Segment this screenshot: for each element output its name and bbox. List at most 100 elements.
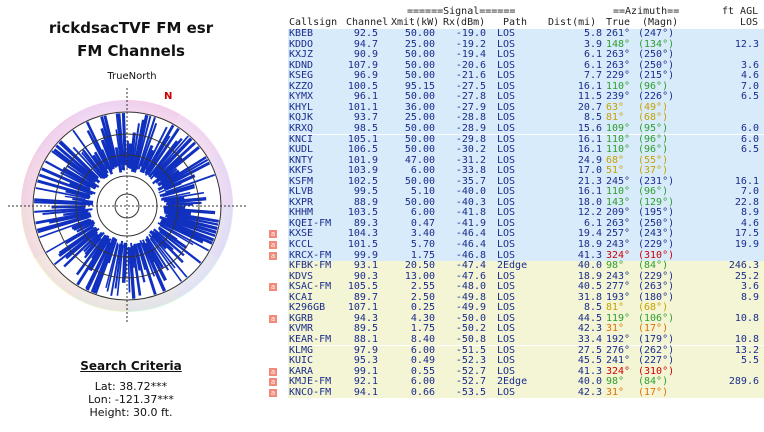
cell-az-magn: (55°) xyxy=(638,154,669,166)
longitude-text: Lon: -121.37*** xyxy=(88,393,174,406)
alert-badge[interactable]: a xyxy=(269,251,277,260)
cell-az-true: 209° xyxy=(606,207,631,219)
cell-xmit: 4.30 xyxy=(410,312,435,324)
table-row[interactable]: KBEB 92.5 50.00 -19.0 LOS 5.8 261° (247°) xyxy=(288,28,764,40)
table-row[interactable]: KCCL 101.5 5.70 -46.4 LOS 18.9 243° (229°) 19.9 xyxy=(288,239,764,251)
cell-callsign: KNCO-FM xyxy=(289,386,332,398)
cell-channel: 103.9 xyxy=(347,165,378,177)
table-row[interactable]: KQEI-FM 89.3 0.47 -41.9 LOS 6.1 263° (250°) 4.6 xyxy=(288,217,764,230)
alert-badge[interactable]: a xyxy=(269,230,277,239)
cell-dist: 41.3 xyxy=(577,249,602,261)
signal-bar xyxy=(148,140,178,178)
cell-rx: -19.4 xyxy=(455,49,486,61)
table-row[interactable]: KXSE 104.3 3.40 -46.4 LOS 19.4 257° (243°) 17.5 xyxy=(288,229,764,240)
cell-dist: 40.0 xyxy=(577,260,602,272)
table-row[interactable]: KSEG 96.9 50.00 -21.6 LOS 7.7 229° (215°) 4.6 xyxy=(288,71,764,82)
cell-callsign: KFBK-FM xyxy=(289,260,332,272)
cell-path: LOS xyxy=(497,186,516,198)
signal-bar xyxy=(63,233,99,268)
table-row[interactable]: KXJZ 90.9 50.00 -19.4 LOS 6.1 263° (250°) xyxy=(288,50,764,61)
table-row[interactable]: KRCX-FM 99.9 1.75 -46.8 LOS 41.3 324° (310°) xyxy=(288,249,764,262)
table-row[interactable]: KUIC 95.3 0.49 -52.3 LOS 45.5 241° (227°) 5.5 xyxy=(288,356,764,367)
signal-bar xyxy=(93,151,109,174)
alert-badge[interactable]: a xyxy=(269,283,277,292)
cell-az-magn: (96°) xyxy=(638,80,669,92)
alert-badge[interactable]: a xyxy=(269,378,277,387)
cell-path: LOS xyxy=(497,91,516,103)
table-row[interactable]: KHHM 103.5 6.00 -41.8 LOS 12.2 209° (195°) 8.9 xyxy=(288,208,764,219)
ft-agl-label: ft AGL xyxy=(722,6,759,17)
table-row[interactable]: KHYL 101.1 36.00 -27.9 LOS 20.7 63° (49°) xyxy=(288,102,764,114)
alert-badge[interactable]: a xyxy=(269,367,277,376)
cell-dist: 6.1 xyxy=(583,59,602,71)
cell-xmit: 50.00 xyxy=(404,49,435,61)
table-row[interactable]: KNTY 101.9 47.00 -31.2 LOS 24.9 68° (55°) xyxy=(288,154,764,167)
left-panel: rickdsacTVF FM esr FM Channels TrueNorth… xyxy=(0,0,262,432)
table-row[interactable]: KLVB 99.5 5.10 -40.0 LOS 16.1 110° (96°) 7.0 xyxy=(288,187,764,198)
table-row[interactable]: KNCO-FM 94.1 0.66 -53.5 LOS 42.3 31° (17°) xyxy=(288,386,764,399)
table-row[interactable]: KQJK 93.7 25.00 -28.8 LOS 8.5 81° (68°) xyxy=(288,113,764,124)
table-row[interactable]: KGRB 94.3 4.30 -50.0 LOS 44.5 119° (106°) 10.8 xyxy=(288,312,764,325)
table-row[interactable]: KSAC-FM 105.5 2.55 -48.0 LOS 40.5 277° (263°) 3.… xyxy=(288,282,764,293)
cell-channel: 104.3 xyxy=(347,228,378,240)
alert-badge[interactable]: a xyxy=(269,241,277,249)
cell-dist: 40.0 xyxy=(577,376,602,388)
table-row[interactable]: KKFS 103.9 6.00 -33.8 LOS 17.0 51° (37°) xyxy=(288,166,764,177)
cell-rx: -31.2 xyxy=(455,154,486,166)
cell-callsign: KCCL xyxy=(289,239,314,250)
cell-callsign: KKFS xyxy=(289,165,314,177)
table-row[interactable]: KARA 99.1 0.55 -52.7 LOS 41.3 324° (310°) xyxy=(288,366,764,378)
table-row[interactable]: KCAI 89.7 2.50 -49.8 LOS 31.8 193° (180°) 8.9 xyxy=(288,291,764,304)
table-row[interactable]: KSFM 102.5 50.00 -35.7 LOS 21.3 245° (231°) 16.1 xyxy=(288,175,764,188)
cell-az-magn: (84°) xyxy=(638,376,669,388)
signal-bar xyxy=(127,246,131,293)
signal-bar xyxy=(103,115,119,167)
table-row[interactable]: K296GB 107.1 0.25 -49.9 LOS 8.5 81° (68°) xyxy=(288,303,764,314)
signal-bar xyxy=(162,186,195,198)
alert-badge[interactable]: a xyxy=(269,388,277,397)
cell-channel: 101.9 xyxy=(347,154,378,166)
page-title: rickdsacTVF FM esr xyxy=(48,19,214,37)
table-row[interactable]: KXPR 88.9 50.00 -40.3 LOS 18.0 143° (129°) 22.8 xyxy=(288,197,764,209)
signal-bar xyxy=(35,212,88,225)
signal-bar xyxy=(157,161,211,191)
cell-los: 7.0 xyxy=(740,80,759,92)
cell-az-true: 68° xyxy=(606,154,625,166)
table-row[interactable]: KMJE-FM 92.1 6.00 -52.7 2Edge 40.0 98° (84°) 289… xyxy=(288,377,764,388)
cell-los: 3.6 xyxy=(740,281,759,293)
table-row[interactable]: KDVS 90.3 13.00 -47.6 LOS 18.9 243° (229°) 25.2 xyxy=(288,271,764,283)
signal-bar xyxy=(34,198,94,206)
cell-xmit: 6.00 xyxy=(410,344,435,356)
table-row[interactable]: KDND 107.9 50.00 -20.6 LOS 6.1 263° (250°) 3.6 xyxy=(288,59,764,72)
cell-dist: 42.3 xyxy=(577,323,602,335)
signal-bar xyxy=(163,205,186,209)
signal-bar xyxy=(144,242,168,282)
cell-xmit: 0.47 xyxy=(410,217,435,229)
table-row[interactable]: KNCI 105.1 50.00 -29.8 LOS 16.1 110° (96°) 6.0 xyxy=(288,134,764,145)
cell-path: LOS xyxy=(497,323,516,335)
cell-az-true: 148° xyxy=(606,38,631,50)
table-row[interactable]: KEAR-FM 88.1 8.40 -50.8 LOS 33.4 192° (179°) 10.… xyxy=(288,334,764,346)
table-row[interactable]: KLMG 97.9 6.00 -51.5 LOS 27.5 276° (262°) 13.2 xyxy=(288,344,764,356)
signal-bar xyxy=(144,124,175,175)
table-row[interactable]: KUDL 106.5 50.00 -30.2 LOS 16.1 110° (96°) 6.5 xyxy=(288,145,764,156)
alert-badge[interactable]: a xyxy=(269,314,277,323)
table-row[interactable]: KVMR 89.5 1.75 -50.2 LOS 42.3 31° (17°) xyxy=(288,324,764,335)
cell-dist: 45.5 xyxy=(577,355,602,367)
signal-bar xyxy=(153,228,185,257)
table-row[interactable]: KDDO 94.7 25.00 -19.2 LOS 3.9 148° (134°) 12.3 xyxy=(288,38,764,51)
signal-bar xyxy=(86,129,109,170)
table-row[interactable]: KRXQ 98.5 50.00 -28.9 LOS 15.6 109° (95°) 6.0 xyxy=(288,123,764,135)
table-row[interactable]: KFBK-FM 93.1 20.50 -47.4 2Edge 40.0 98° (84°) 24… xyxy=(288,261,764,272)
cell-az-magn: (180°) xyxy=(638,291,675,303)
signal-bar xyxy=(159,183,195,198)
cell-az-true: 243° xyxy=(606,239,631,250)
signal-bar xyxy=(60,140,99,179)
cell-path: LOS xyxy=(497,217,516,229)
table-row[interactable]: KZZO 100.5 95.15 -27.5 LOS 16.1 110° (96°) 7.0 xyxy=(288,80,764,93)
table-row[interactable]: KYMX 96.1 50.00 -27.8 LOS 11.5 239° (226°) 6.5 xyxy=(288,92,764,103)
signal-bar xyxy=(121,113,127,166)
signal-bar xyxy=(71,219,93,230)
cell-az-true: 245° xyxy=(606,175,631,187)
cell-path: LOS xyxy=(497,302,516,314)
